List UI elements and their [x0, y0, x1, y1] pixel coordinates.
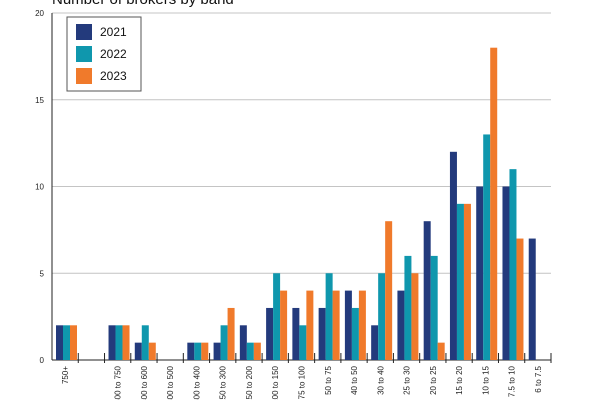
bar-2022: [63, 325, 70, 360]
bar-2021: [292, 307, 300, 360]
bar-2023: [306, 290, 314, 360]
legend-swatch-2021: [76, 24, 92, 40]
bar-2022: [299, 325, 307, 360]
bar-2022: [456, 203, 464, 360]
bar-2022: [509, 169, 517, 360]
y-tick-label: 15: [35, 96, 44, 105]
x-tick-label: 750+: [61, 366, 70, 384]
bar-2023: [280, 290, 288, 360]
bar-2023: [437, 342, 445, 360]
bar-2021: [371, 325, 379, 360]
bar-2021: [134, 342, 142, 360]
legend-label-2023: 2023: [100, 69, 127, 83]
bar-2023: [332, 290, 340, 360]
bar-2021: [528, 238, 536, 360]
y-tick-label: 20: [35, 9, 44, 18]
bar-2021: [423, 221, 431, 360]
bar-2023: [253, 342, 261, 360]
bar-2022: [430, 255, 438, 360]
bar-2021: [502, 186, 510, 360]
x-tick-label: 100 to 150: [271, 365, 280, 400]
x-tick-label: 6 to 7.5: [534, 365, 543, 392]
y-tick-label: 5: [40, 269, 45, 278]
x-tick-label: 300 to 500: [166, 365, 175, 400]
bar-2023: [122, 325, 130, 360]
bar-2023: [490, 47, 498, 360]
bar-2022: [404, 255, 412, 360]
x-tick-label: 150 to 200: [245, 365, 254, 400]
x-tick-label: 10 to 15: [481, 365, 490, 394]
bar-2021: [318, 307, 326, 360]
y-tick-label: 0: [40, 356, 45, 365]
bar-2022: [246, 342, 254, 360]
x-tick-label: 7.5 to 10: [508, 365, 517, 397]
bar-2022: [115, 325, 123, 360]
x-tick-label: 75 to 100: [298, 365, 307, 399]
bar-2022: [273, 273, 281, 360]
legend: 2021 2022 2023: [66, 16, 142, 92]
x-tick-label: 400 to 600: [140, 365, 149, 400]
bar-2022: [325, 273, 333, 360]
legend-swatch-2023: [76, 68, 92, 84]
bar-2021: [56, 325, 63, 360]
bar-2023: [516, 238, 524, 360]
x-tick-label: 20 to 25: [429, 365, 438, 394]
x-tick-label: 40 to 50: [350, 365, 359, 394]
legend-label-2022: 2022: [100, 47, 127, 61]
x-tick-label: 50 to 75: [324, 365, 333, 394]
bar-2023: [148, 342, 156, 360]
bar-2021: [397, 290, 405, 360]
x-tick-label: 250 to 300: [219, 365, 228, 400]
bar-2021: [108, 325, 116, 360]
bar-2022: [141, 325, 149, 360]
bar-2023: [358, 290, 366, 360]
bar-2021: [266, 307, 274, 360]
bar-2021: [213, 342, 221, 360]
bar-2023: [385, 221, 393, 360]
bar-2023: [227, 307, 235, 360]
x-tick-label: 500 to 750: [114, 365, 123, 400]
bar-2023: [411, 273, 419, 360]
x-tick-label: 15 to 20: [455, 365, 464, 394]
bar-2022: [378, 273, 386, 360]
bar-2022: [351, 307, 359, 360]
legend-label-2021: 2021: [100, 25, 127, 39]
bar-2022: [194, 342, 202, 360]
bar-2023: [463, 203, 471, 360]
bar-2022: [483, 134, 491, 360]
bar-2021: [239, 325, 247, 360]
bar-2023: [201, 342, 209, 360]
bar-2021: [187, 342, 195, 360]
bar-2021: [476, 186, 484, 360]
y-tick-label: 10: [35, 183, 44, 192]
chart-title: Number of brokers by band: [52, 0, 234, 8]
x-tick-label: 300 to 400: [192, 365, 201, 400]
bar-2021: [344, 290, 352, 360]
x-tick-label: 25 to 30: [403, 365, 412, 394]
x-tick-label: 30 to 40: [376, 365, 385, 394]
bar-2022: [220, 325, 228, 360]
legend-swatch-2022: [76, 46, 92, 62]
bar-2023: [70, 325, 77, 360]
bar-2021: [449, 151, 457, 360]
